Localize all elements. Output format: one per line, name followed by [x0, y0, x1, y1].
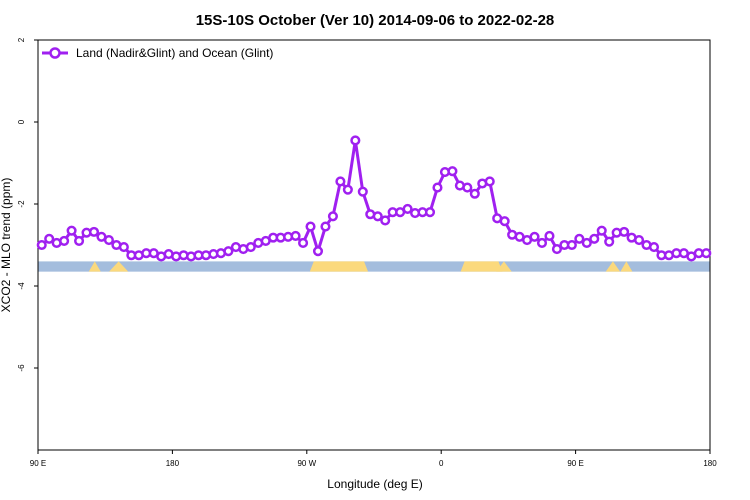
x-tick-label: 90 W	[297, 459, 316, 468]
y-tick-label: 0	[17, 119, 26, 124]
data-point	[634, 235, 645, 246]
land-bump	[605, 261, 621, 272]
x-tick-label: 180	[166, 459, 180, 468]
land-bump	[109, 261, 129, 272]
data-point	[103, 235, 114, 246]
data-point	[320, 221, 331, 232]
data-point	[372, 211, 383, 222]
data-point	[357, 186, 368, 197]
data-point	[432, 182, 443, 193]
data-point	[380, 215, 391, 226]
data-point	[574, 233, 585, 244]
data-point	[648, 242, 660, 253]
land-band	[309, 261, 369, 272]
axes: 2 0 -2 -4 -6 90 E 180 90 W 0 90 E 180	[17, 37, 717, 468]
y-axis-label: XCO2 - MLO trend (ppm)	[0, 178, 13, 313]
data-point	[499, 216, 510, 227]
data-point	[484, 176, 495, 187]
data-point	[342, 184, 353, 195]
data-point	[36, 239, 47, 251]
data-point	[544, 230, 555, 242]
legend-label: Land (Nadir&Glint) and Ocean (Glint)	[76, 46, 273, 60]
y-tick-label: -2	[17, 200, 26, 208]
legend-marker	[49, 47, 61, 59]
legend: Land (Nadir&Glint) and Ocean (Glint)	[42, 46, 273, 60]
chart-title: 15S-10S October (Ver 10) 2014-09-06 to 2…	[196, 12, 555, 29]
y-tick-label: -6	[17, 364, 26, 372]
data-point	[74, 235, 85, 246]
data-point	[118, 242, 129, 253]
data-point	[402, 203, 413, 214]
data-point	[350, 135, 361, 146]
x-tick-label: 0	[439, 459, 444, 468]
data-point	[701, 248, 712, 259]
x-tick-label: 90 E	[567, 459, 583, 468]
data-point	[619, 226, 630, 237]
data-point	[462, 182, 473, 193]
land-band	[460, 261, 503, 272]
ocean-band	[38, 261, 710, 272]
data-point	[529, 231, 540, 242]
data-point	[327, 211, 338, 222]
data-point	[298, 237, 309, 248]
data-point	[335, 176, 346, 187]
x-tick-label: 90 E	[30, 459, 46, 468]
data-point	[66, 225, 77, 236]
data-point	[566, 239, 577, 251]
data-point	[424, 207, 436, 218]
data-point	[536, 237, 548, 248]
data-point	[44, 233, 55, 244]
x-axis-label: Longitude (deg E)	[327, 477, 422, 491]
data-point	[245, 242, 256, 253]
x-tick-label: 180	[703, 459, 717, 468]
data-point	[589, 233, 600, 244]
data-point	[604, 236, 615, 247]
y-tick-label: -4	[17, 282, 26, 290]
data-point	[596, 225, 607, 236]
data-point	[312, 246, 324, 257]
data-point	[581, 237, 592, 248]
data-point	[447, 166, 458, 177]
data-point	[469, 188, 480, 199]
data-point	[290, 230, 301, 242]
y-tick-label: 2	[17, 37, 26, 42]
land-bump	[620, 261, 633, 272]
data-point	[88, 226, 100, 237]
data-point	[305, 221, 316, 232]
land-bump	[496, 261, 512, 272]
data-point	[59, 235, 70, 246]
surface-bar	[38, 261, 710, 272]
data-point	[223, 246, 234, 257]
land-bump	[88, 261, 101, 272]
data-point	[551, 244, 562, 255]
series-layer	[36, 135, 712, 262]
